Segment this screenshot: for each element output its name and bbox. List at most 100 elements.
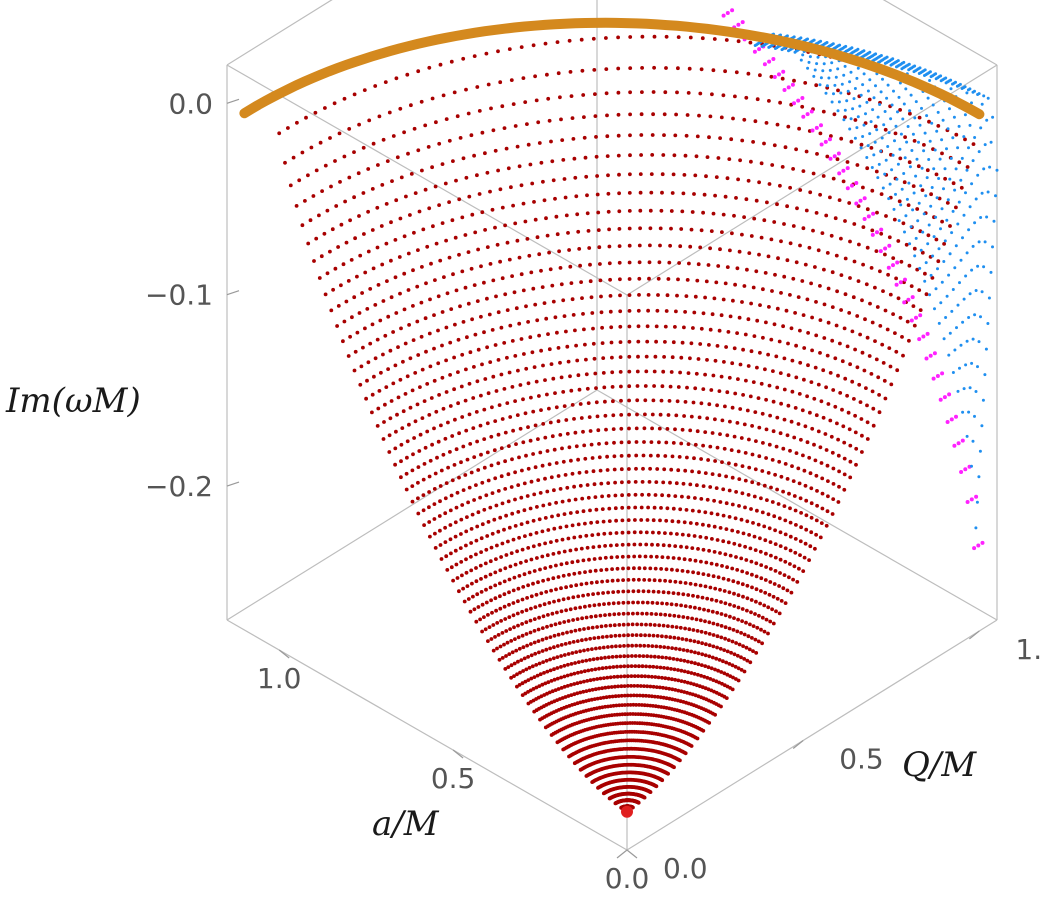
band-point (870, 232, 875, 237)
surface-point (417, 209, 422, 214)
surface-point (697, 415, 702, 420)
surface-point (622, 693, 627, 698)
surface-point (732, 213, 736, 218)
surface-point (498, 568, 503, 573)
surface-point (664, 66, 668, 70)
surface-point (625, 703, 630, 707)
surface-point (555, 644, 560, 648)
band-point (809, 109, 814, 114)
surface-point (688, 35, 693, 40)
branch-point (949, 78, 953, 82)
surface-point (539, 160, 544, 165)
surface-point (535, 673, 540, 678)
surface-point (519, 272, 524, 277)
surface-point (750, 480, 755, 485)
surface-point (532, 675, 537, 679)
surface-point (491, 128, 496, 133)
surface-point (363, 326, 367, 331)
surface-point (639, 674, 644, 679)
surface-point (635, 384, 640, 388)
bounding-box (226, 0, 998, 851)
branch-point (928, 293, 932, 297)
surface-point (505, 640, 510, 645)
surface-point (545, 449, 550, 453)
surface-point (547, 406, 551, 411)
surface-point (664, 696, 669, 701)
surface-point (810, 348, 814, 353)
surface-point (588, 658, 592, 662)
surface-point (529, 642, 533, 646)
surface-point (416, 69, 421, 74)
surface-point (666, 676, 671, 681)
surface-point (609, 543, 613, 548)
surface-point (552, 488, 556, 493)
surface-point (590, 780, 595, 784)
surface-point (558, 360, 562, 365)
surface-point (420, 367, 425, 372)
surface-point (459, 560, 464, 564)
surface-point (611, 665, 616, 669)
surface-point (567, 248, 571, 252)
surface-point (709, 229, 714, 234)
surface-point (716, 264, 721, 268)
branch-point (872, 96, 876, 100)
surface-point (662, 133, 666, 138)
surface-point (863, 317, 867, 322)
surface-point (779, 474, 784, 479)
surface-point (662, 112, 667, 117)
surface-point (804, 513, 809, 518)
surface-point (860, 450, 864, 454)
surface-point (818, 351, 822, 355)
surface-point (699, 673, 703, 678)
surface-point (723, 552, 728, 557)
surface-point (479, 264, 483, 269)
branch-point (894, 124, 898, 128)
surface-point (368, 341, 373, 346)
surface-point (770, 458, 775, 462)
surface-point (627, 339, 632, 344)
surface-point (586, 401, 591, 405)
branch-point (878, 103, 882, 106)
surface-point (433, 546, 438, 550)
surface-point (870, 228, 875, 233)
surface-point (954, 205, 958, 210)
surface-point (506, 539, 510, 544)
surface-point (728, 419, 732, 424)
surface-point (936, 124, 941, 128)
surface-point (488, 572, 493, 577)
surface-point (807, 245, 812, 250)
surface-point (582, 679, 586, 684)
band-point (828, 137, 832, 142)
branch-point (956, 146, 960, 150)
surface-point (353, 349, 358, 354)
surface-point (664, 309, 669, 313)
surface-point (584, 658, 589, 663)
surface-point (352, 150, 356, 155)
surface-point (479, 393, 483, 398)
branch-point (838, 43, 842, 47)
surface-point (691, 628, 696, 632)
branch-point (891, 153, 895, 157)
surface-point (570, 560, 575, 565)
surface-point (775, 487, 779, 492)
surface-point (597, 602, 602, 607)
surface-point (466, 250, 471, 255)
surface-point (493, 476, 498, 481)
surface-point (710, 312, 715, 317)
surface-point (522, 481, 527, 486)
surface-point (644, 369, 649, 374)
surface-point (520, 622, 524, 626)
surface-point (667, 399, 672, 403)
surface-point (555, 40, 560, 44)
surface-point (408, 356, 413, 361)
surface-point (736, 530, 740, 534)
surface-point (675, 399, 680, 404)
surface-point (639, 633, 643, 638)
surface-point (809, 380, 814, 384)
surface-point (611, 399, 615, 404)
surface-point (606, 655, 611, 660)
surface-point (736, 580, 740, 585)
band-point (792, 101, 796, 106)
surface-point (670, 454, 675, 459)
surface-point (464, 87, 468, 92)
